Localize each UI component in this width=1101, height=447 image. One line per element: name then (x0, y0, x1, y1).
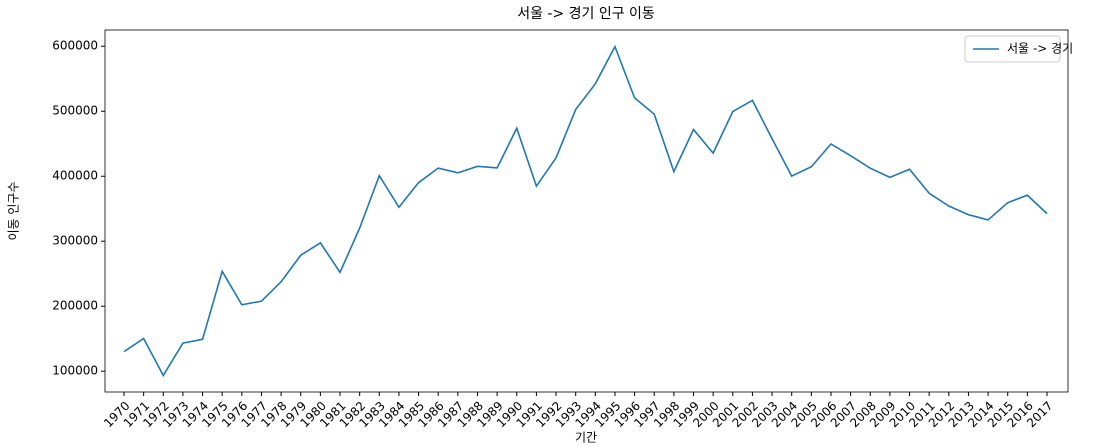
y-tick-label: 100000 (52, 364, 98, 378)
legend-label: 서울 -> 경기 (1007, 42, 1073, 56)
y-axis-label: 이동 인구수 (7, 181, 21, 240)
chart-title: 서울 -> 경기 인구 이동 (517, 6, 655, 22)
y-tick-label: 400000 (52, 169, 98, 183)
x-axis-label: 기간 (575, 431, 597, 445)
y-tick-label: 200000 (52, 299, 98, 313)
line (123, 44, 1048, 378)
plot-area (104, 29, 1069, 393)
legend-box (964, 35, 1061, 63)
y-tick-label: 500000 (52, 104, 98, 118)
y-tick-label: 300000 (52, 234, 98, 248)
y-tick-label: 600000 (52, 39, 98, 53)
